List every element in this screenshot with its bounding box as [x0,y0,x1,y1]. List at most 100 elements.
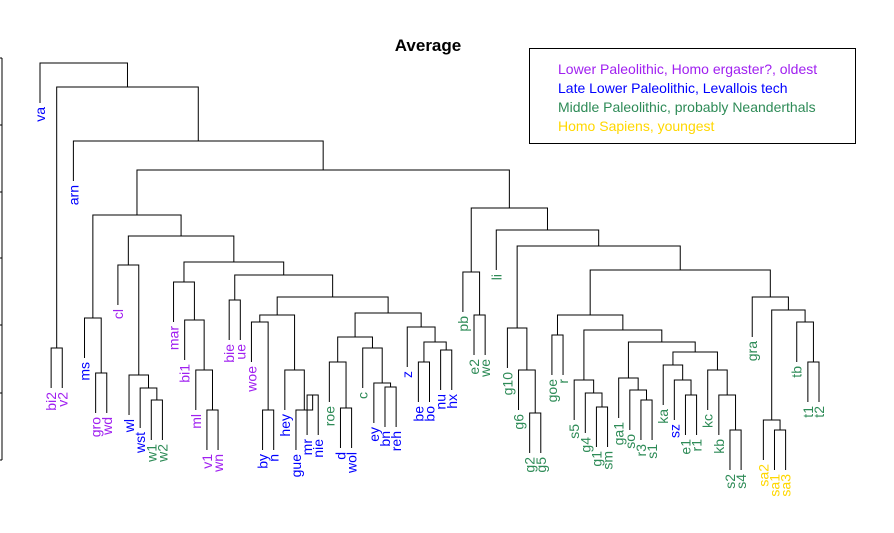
branch [462,271,481,315]
leaf-label: reh [388,431,404,451]
branch [72,140,324,181]
branch [50,347,63,388]
leaf-label: li [488,274,504,280]
branch [773,429,787,470]
tree [39,62,820,470]
branch [573,379,595,420]
leaf-label: hx [444,394,460,409]
branch [136,169,510,215]
leaf-label: bi2 [43,392,59,411]
leaf-label: g10 [499,372,515,396]
branch [417,361,430,402]
leaf-label: be [410,406,426,422]
branch [627,341,696,378]
branch [589,269,771,315]
branch [473,314,486,355]
leaf-label: nu [433,394,449,410]
leaf-label: t2 [811,406,827,418]
branch [516,245,681,328]
leaf-label: sm [600,451,616,470]
leaf-label: wol [344,452,360,474]
leaf-label: t1 [800,406,816,418]
branch [556,314,624,335]
branch [470,207,548,272]
leaf-label: ey [366,427,382,442]
branch [128,374,150,415]
legend-item: Lower Paleolithic, Homo ergaster?, oldes… [558,61,817,77]
branch [672,351,718,370]
leaf-label: g6 [511,414,527,430]
legend-item: Late Lower Paleolithic, Levallois tech [558,80,788,96]
leaf-label: arn [65,185,81,205]
leaf-label: bi1 [177,364,193,383]
branch [234,274,334,300]
branch [276,296,389,315]
leaf-label: d [332,452,348,460]
leaf-label: goe [544,379,560,403]
leaf-label: g2 [522,457,538,473]
branch [228,299,241,340]
branch [584,392,603,433]
branch [807,361,820,402]
branch [354,312,422,337]
leaf-label: g5 [533,457,549,473]
axis [0,57,3,461]
branch [729,429,742,470]
leaf-label: w1 [143,444,159,463]
leaf-label: n [266,454,282,462]
leaf-label: sa3 [778,474,794,497]
leaf-label: woe [243,366,259,393]
branch [384,386,397,427]
branch [339,407,353,448]
leaf-label: ms [77,362,93,381]
legend-item: Middle Paleolithic, probably Neanderthal… [558,99,816,115]
leaf-label: we [477,359,493,378]
branch [150,399,163,440]
leaf-label: w2 [154,444,170,463]
leaf-label: sa1 [766,474,782,497]
leaf-label: r1 [689,439,705,452]
branch [56,86,199,348]
leaf-label: roe [321,406,337,426]
branch [640,399,653,440]
branch [173,281,195,322]
leaf-label: bn [377,431,393,447]
leaf-label: hey [277,414,293,437]
leaf-label: wd [99,417,115,436]
leaf-label: gro [88,417,104,437]
leaf-label: ue [232,344,248,360]
leaf-label: e1 [677,439,693,455]
branch [373,382,392,423]
branch [284,369,305,410]
leaf-label: mar [166,326,182,350]
leaf-label: ml [188,414,204,429]
branch [328,361,347,408]
branch [440,349,453,390]
leaf-label: r [555,379,571,384]
leaf-label: gue [288,454,304,478]
branch [506,327,528,370]
branch [423,341,447,362]
leaf-label: s2 [722,474,738,489]
branch [362,347,383,388]
leaf-label: s5 [566,424,582,439]
branch [183,261,285,282]
leaf-label: v1 [199,454,215,469]
leaf-label: bie [221,344,237,363]
branch [662,364,684,405]
leaf-label: c [355,392,371,399]
leaf-label: wl [121,419,137,433]
branch [762,419,781,460]
leaf-label: va [32,107,48,122]
leaf-label: cl [110,309,126,319]
leaf-label: bo [422,406,438,422]
branch [195,369,213,410]
leaf-label: e2 [466,359,482,375]
branch [707,369,728,410]
leaf-label: r3 [633,444,649,457]
branch [529,412,542,453]
branch [184,319,205,370]
branch [95,372,108,413]
leaf-label: sz [666,424,682,438]
